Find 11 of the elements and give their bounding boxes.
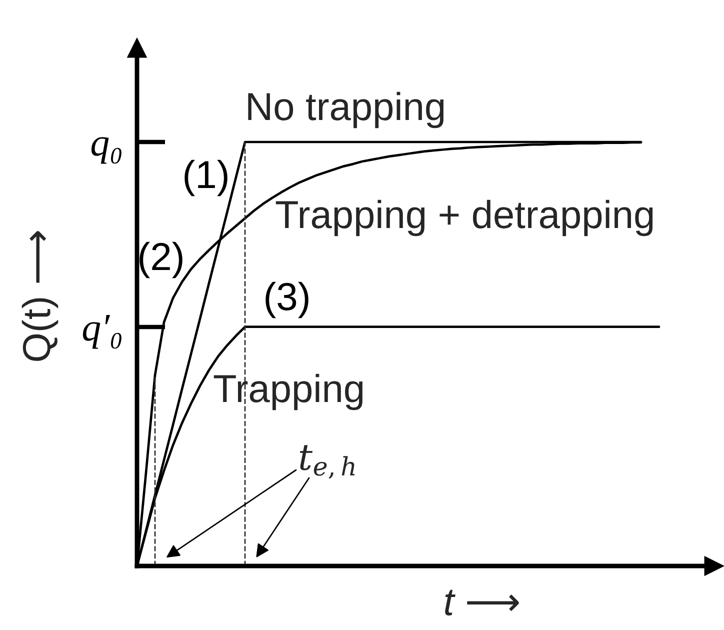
x-axis-title: t ⟶	[445, 590, 519, 616]
annotation: Trapping + detrapping	[276, 200, 653, 236]
text: q′₀	[82, 315, 122, 349]
annotation: t$_{e,h}$	[300, 445, 355, 479]
text: q₀	[91, 137, 122, 164]
text: No trapping	[248, 92, 444, 128]
series-label: (3)	[266, 282, 308, 318]
y-axis-title: Q(t) ⟶	[22, 231, 58, 361]
series-label: (2)	[140, 242, 182, 278]
annotation: Trapping	[214, 374, 363, 410]
legend-label: (1)	[184, 160, 228, 196]
